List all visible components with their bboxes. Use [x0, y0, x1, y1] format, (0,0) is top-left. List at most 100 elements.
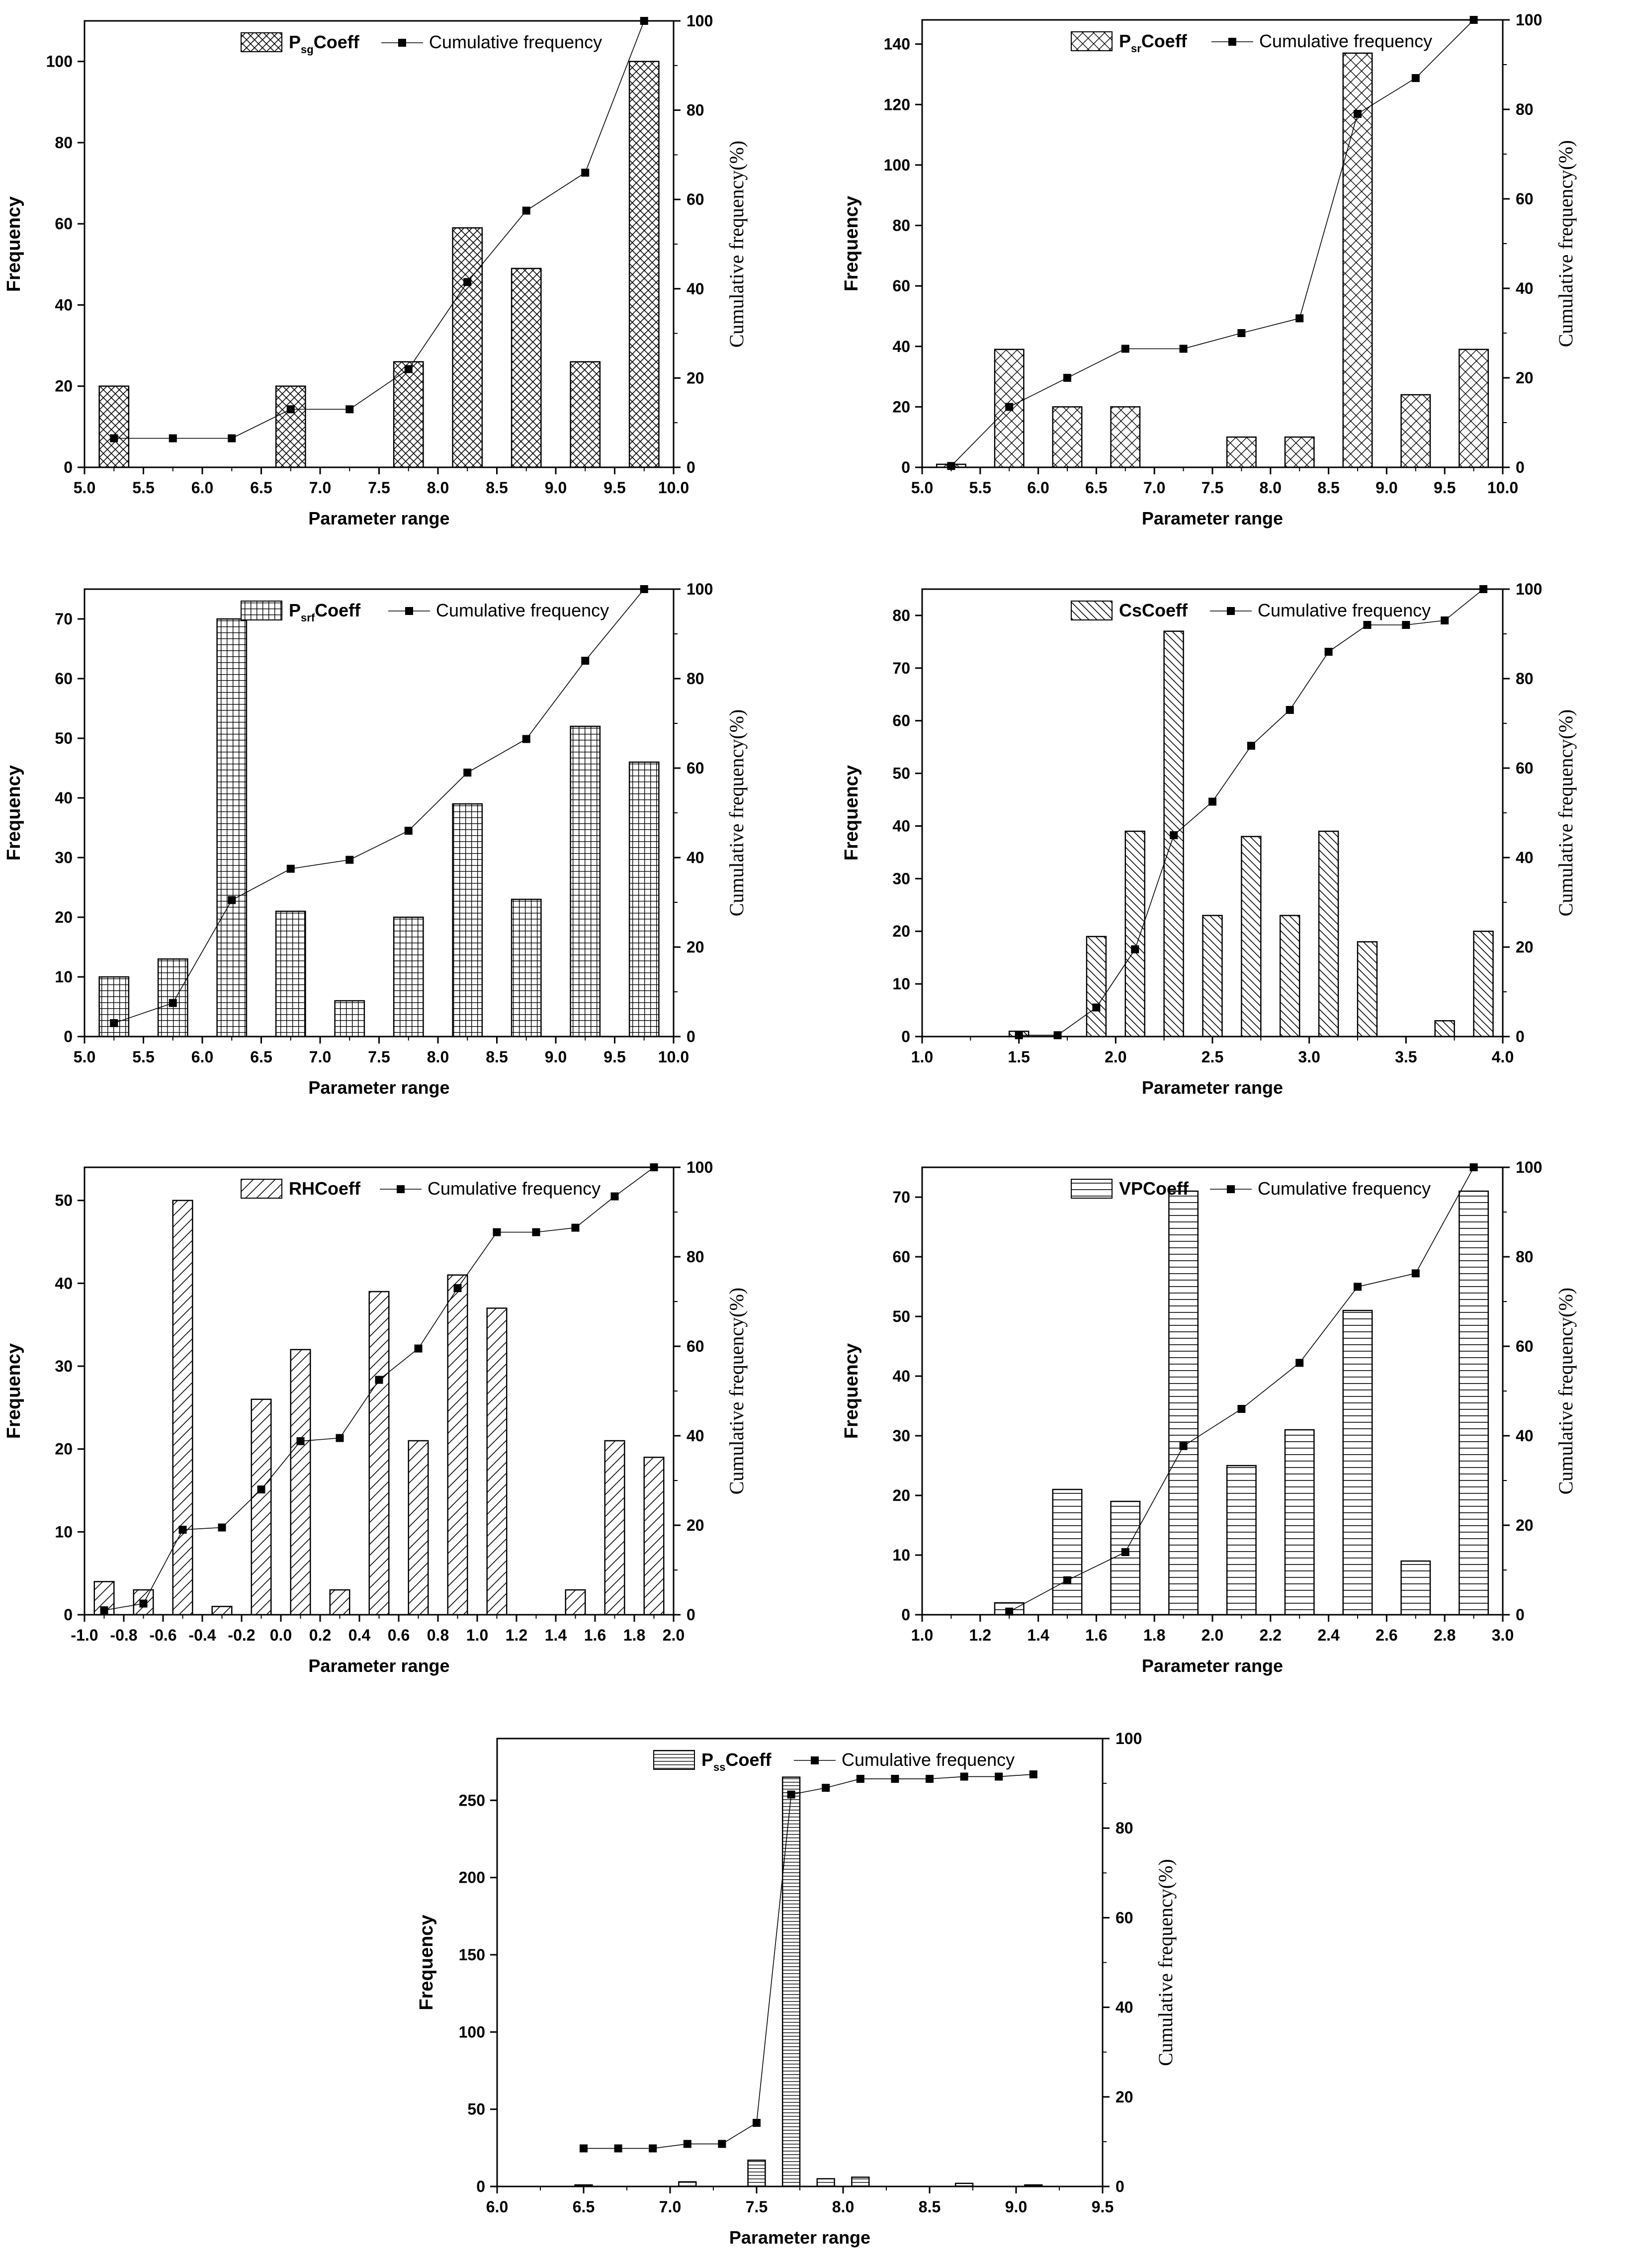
- y2-tick-label: 80: [1516, 100, 1534, 118]
- x-axis-label: Parameter range: [1142, 1656, 1283, 1676]
- y2-tick-label: 0: [1116, 2178, 1124, 2195]
- cumulative-point: [169, 434, 177, 442]
- histogram-bar: [628, 761, 660, 1038]
- y2-tick-label: 60: [1116, 1909, 1133, 1926]
- y-tick-label: 80: [892, 217, 910, 235]
- y-tick-label: 0: [64, 1028, 73, 1046]
- y2-tick-label: 80: [687, 670, 704, 688]
- x-tick-label: 1.2: [969, 1626, 991, 1644]
- y2-tick-label: 80: [1516, 1248, 1534, 1266]
- cumulative-point: [610, 1192, 619, 1201]
- x-axis-label: Parameter range: [1142, 1077, 1283, 1098]
- y-axis-label: Frequency: [3, 765, 24, 861]
- y-tick-label: 150: [459, 1946, 485, 1964]
- y2-tick-label: 40: [1516, 1427, 1534, 1445]
- histogram-bar: [447, 1274, 468, 1616]
- y2-tick-label: 60: [1516, 1337, 1534, 1355]
- y2-tick-label: 0: [1516, 1028, 1525, 1046]
- x-tick-label: 8.5: [919, 2198, 941, 2216]
- y2-tick-label: 100: [687, 1158, 713, 1176]
- histogram-bar: [1202, 915, 1223, 1038]
- y-tick-label: 60: [55, 215, 73, 233]
- histogram-bar: [570, 725, 601, 1038]
- y-tick-label: 50: [55, 1192, 73, 1210]
- histogram-bar: [565, 1589, 586, 1616]
- cumulative-point: [891, 1775, 899, 1783]
- cumulative-point: [581, 169, 590, 177]
- legend-line-marker: [397, 1185, 405, 1193]
- histogram-bar: [1342, 1309, 1373, 1616]
- x-tick-label: 6.0: [191, 1048, 213, 1066]
- histogram-bar: [1052, 1488, 1083, 1616]
- cumulative-point: [1354, 110, 1362, 118]
- cumulative-point: [228, 434, 236, 442]
- histogram-bar: [511, 898, 542, 1038]
- x-tick-label: 1.4: [1027, 1626, 1049, 1644]
- y2-tick-label: 100: [1516, 580, 1542, 598]
- y-tick-label: 40: [892, 1367, 910, 1385]
- y-tick-label: 10: [55, 1523, 73, 1541]
- y-axis-label: Frequency: [841, 1343, 862, 1439]
- histogram-bar: [570, 361, 601, 468]
- x-tick-label: 9.5: [1434, 479, 1456, 497]
- y2-tick-label: 40: [1516, 849, 1534, 867]
- y2-tick-label: 60: [687, 759, 704, 777]
- y-tick-label: 40: [892, 817, 910, 835]
- cumulative-point: [1053, 1031, 1062, 1040]
- y-tick-label: 30: [55, 849, 73, 867]
- y2-tick-label: 0: [687, 458, 695, 476]
- x-tick-label: 6.5: [250, 479, 272, 497]
- cumulative-point: [463, 769, 472, 777]
- chart-panel-3: 5.0 5.5 6.0 6.5 7.0 7.5 8.0 8.5 9.0 9.5 10.0 0 10 20 3…: [3, 580, 748, 1098]
- cumulative-point: [404, 365, 413, 373]
- histogram-bar: [1110, 406, 1141, 468]
- y-tick-label: 30: [55, 1357, 73, 1375]
- legend-bar-label: RHCoeff: [289, 1178, 361, 1199]
- histogram-bar: [157, 958, 188, 1038]
- histogram-bar: [1357, 941, 1378, 1038]
- cumulative-point: [787, 1790, 795, 1799]
- y-tick-label: 70: [892, 659, 910, 677]
- x-tick-label: -0.6: [149, 1626, 176, 1644]
- x-tick-label: 1.0: [466, 1626, 488, 1644]
- histogram-bar: [172, 1200, 193, 1616]
- cumulative-point: [110, 434, 118, 442]
- cumulative-point: [139, 1599, 148, 1608]
- y-tick-label: 100: [46, 53, 73, 71]
- legend-line-label: Cumulative frequency: [1258, 1178, 1431, 1199]
- x-tick-label: 0.4: [348, 1626, 371, 1644]
- y2-axis-label: Cumulative frequency(%): [1154, 1859, 1177, 2066]
- y-axis-label: Frequency: [841, 765, 862, 861]
- histogram-bar: [1434, 1020, 1455, 1038]
- cumulative-point: [228, 896, 236, 904]
- x-tick-label: 5.5: [132, 1048, 154, 1066]
- histogram-bar: [290, 1349, 311, 1616]
- x-tick-label: 6.5: [250, 1048, 272, 1066]
- x-tick-label: 7.0: [659, 2198, 681, 2216]
- x-tick-label: 3.5: [1395, 1048, 1417, 1066]
- cumulative-point: [1295, 1359, 1304, 1367]
- cumulative-point: [404, 827, 413, 835]
- cumulative-point: [169, 999, 177, 1007]
- cumulative-point: [1363, 621, 1372, 629]
- cumulative-point: [218, 1523, 226, 1532]
- histogram-bar: [98, 976, 130, 1038]
- histogram-bar: [486, 1308, 508, 1616]
- cumulative-point: [580, 2144, 588, 2153]
- histogram-bar: [628, 61, 660, 468]
- histogram-bar: [643, 1457, 665, 1616]
- x-tick-label: 1.6: [584, 1626, 606, 1644]
- histogram-bar: [1052, 406, 1083, 468]
- histogram-bar: [1459, 349, 1489, 468]
- histogram-bar: [98, 385, 130, 468]
- cumulative-point: [1324, 648, 1333, 656]
- x-tick-label: 8.5: [486, 479, 508, 497]
- y-tick-label: 40: [55, 789, 73, 807]
- y2-axis-label: Cumulative frequency(%): [1554, 140, 1577, 348]
- y-tick-label: 40: [55, 1274, 73, 1292]
- y-tick-label: 0: [901, 1606, 910, 1624]
- histogram-bar: [452, 803, 483, 1038]
- y-tick-label: 30: [892, 1427, 910, 1445]
- y-tick-label: 0: [64, 1606, 73, 1624]
